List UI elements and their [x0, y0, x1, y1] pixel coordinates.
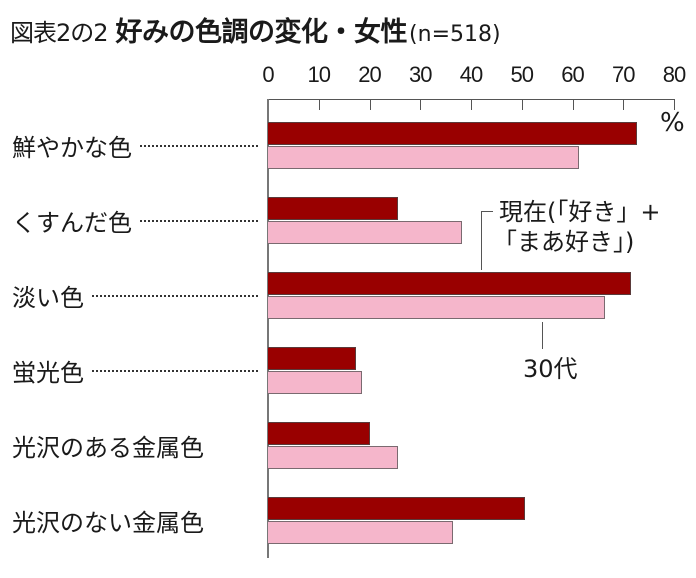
x-tick-label: 60 [561, 62, 585, 87]
x-tick-mark [319, 99, 320, 110]
bar-30s [268, 221, 462, 244]
x-tick-label: 0 [262, 62, 274, 87]
x-tick-label: 80 [662, 62, 687, 87]
legend-30s-label: 30代 [523, 355, 578, 383]
category-label: 淡い色 [12, 278, 258, 313]
category-text: くすんだ色 [12, 209, 132, 237]
x-tick-mark [420, 99, 421, 110]
category-label: 光沢のある金属色 [12, 428, 204, 463]
x-tick-label: 30 [409, 62, 433, 87]
x-tick-mark [370, 99, 371, 110]
dotted-leader [92, 294, 258, 297]
chart-main-title: 好みの色調の変化・女性 [115, 17, 408, 48]
category-text: 光沢のない金属色 [12, 509, 204, 537]
bar-current [268, 422, 370, 445]
dotted-leader [140, 144, 258, 147]
x-axis-line [268, 99, 674, 100]
x-tick-label: 70 [612, 62, 636, 87]
bar-30s [268, 146, 580, 169]
category-label: 蛍光色 [12, 353, 258, 388]
x-tick-mark [573, 99, 574, 110]
bar-current [268, 197, 398, 220]
category-label: 鮮やかな色 [12, 128, 258, 163]
bar-current [268, 272, 631, 295]
x-tick-label: 50 [510, 62, 535, 87]
chart-title: 図表2の2 好みの色調の変化・女性 (n=518) [10, 10, 501, 48]
category-label: くすんだ色 [12, 203, 258, 238]
x-tick-label: 20 [358, 62, 382, 87]
bar-current [268, 347, 356, 370]
unit-label: % [660, 108, 685, 138]
sample-size: (n=518) [409, 22, 501, 47]
x-tick-label: 40 [459, 62, 484, 87]
figure-label: 図表2の2 [10, 19, 109, 47]
category-text: 光沢のある金属色 [12, 434, 204, 462]
x-tick-mark [471, 99, 472, 110]
x-tick-mark [522, 99, 523, 110]
category-text: 鮮やかな色 [12, 134, 132, 162]
bar-current [268, 122, 637, 145]
y-axis-line [267, 99, 269, 558]
bar-30s [268, 521, 454, 544]
callout-line-30s [542, 322, 543, 349]
bar-current [268, 497, 525, 520]
category-label: 光沢のない金属色 [12, 503, 204, 538]
legend-current-line2: 「まあ好き」) [493, 228, 635, 256]
callout-line-current-horizontal [481, 211, 493, 212]
bar-30s [268, 371, 362, 394]
dotted-leader [140, 219, 258, 222]
x-tick-mark [674, 99, 675, 110]
x-tick-label: 10 [307, 62, 332, 87]
legend-current-label: 現在(「好き」+ 「まあ好き」) [493, 197, 661, 257]
category-text: 淡い色 [12, 284, 84, 312]
x-tick-mark [623, 99, 624, 110]
bar-30s [268, 296, 605, 319]
legend-current-line1: 現在(「好き」+ [499, 198, 661, 226]
category-text: 蛍光色 [12, 359, 84, 387]
callout-line-current-vertical [481, 211, 482, 270]
dotted-leader [92, 369, 258, 372]
bar-30s [268, 446, 398, 469]
